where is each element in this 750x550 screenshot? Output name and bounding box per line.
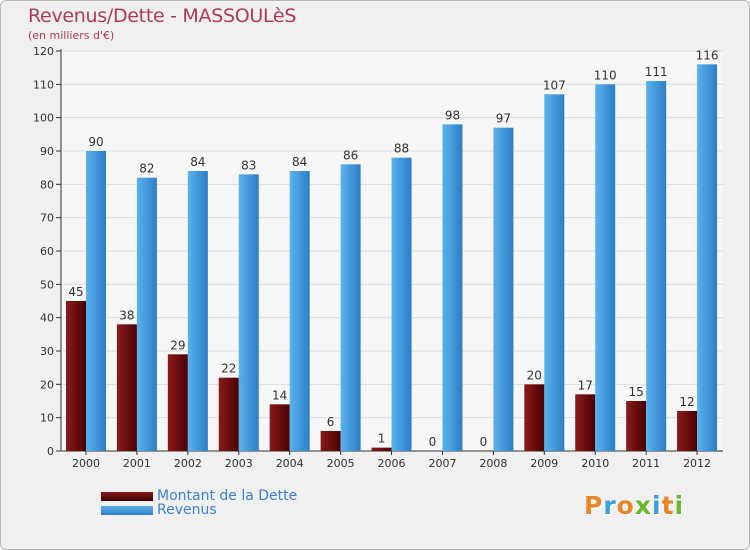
data-label-dette: 29 xyxy=(170,338,185,352)
data-label-revenus: 98 xyxy=(445,108,460,122)
bar-dette xyxy=(677,411,698,451)
y-tick-label: 80 xyxy=(40,178,54,191)
x-tick-label: 2007 xyxy=(428,457,456,470)
x-tick-label: 2008 xyxy=(479,457,507,470)
legend-label-revenus: Revenus xyxy=(157,502,217,518)
y-tick-label: 70 xyxy=(40,212,54,225)
bar-dette xyxy=(218,377,239,451)
x-tick-label: 2002 xyxy=(174,457,202,470)
data-label-dette: 17 xyxy=(578,378,593,392)
x-tick-label: 2011 xyxy=(632,457,660,470)
x-tick-label: 2001 xyxy=(123,457,151,470)
logo-letter: o xyxy=(616,491,635,520)
data-label-dette: 45 xyxy=(68,285,83,299)
legend-label-dette: Montant de la Dette xyxy=(157,488,298,504)
y-tick-label: 10 xyxy=(40,412,54,425)
data-label-revenus: 111 xyxy=(645,65,668,79)
chart-title: Revenus/Dette - MASSOULèS xyxy=(28,5,297,27)
y-tick-label: 120 xyxy=(33,45,54,58)
data-label-dette: 0 xyxy=(429,435,437,449)
logo-letter: i xyxy=(652,491,662,520)
bar-dette xyxy=(320,431,341,451)
x-tick-label: 2009 xyxy=(530,457,558,470)
legend-swatch-dette xyxy=(101,492,153,501)
y-tick-label: 0 xyxy=(47,445,54,458)
y-tick-label: 90 xyxy=(40,145,54,158)
x-tick-label: 2012 xyxy=(683,457,711,470)
bar-revenus xyxy=(238,174,259,452)
data-label-revenus: 110 xyxy=(594,68,617,82)
bar-revenus xyxy=(493,127,514,452)
bar-revenus xyxy=(187,171,208,451)
data-label-dette: 14 xyxy=(272,388,287,402)
bar-revenus xyxy=(544,94,565,451)
bar-dette xyxy=(116,324,137,451)
data-label-dette: 0 xyxy=(480,435,488,449)
data-label-revenus: 82 xyxy=(139,162,154,176)
y-tick-label: 60 xyxy=(40,245,54,258)
bar-dette xyxy=(371,447,392,451)
bar-revenus xyxy=(136,177,157,451)
proxiti-logo: Proxiti xyxy=(584,491,684,520)
bar-revenus xyxy=(340,164,361,452)
x-tick-label: 2006 xyxy=(378,457,406,470)
logo-letter: i xyxy=(674,491,685,520)
data-label-revenus: 83 xyxy=(241,158,256,172)
bar-revenus xyxy=(646,81,667,451)
y-tick-label: 20 xyxy=(40,378,54,391)
data-label-dette: 1 xyxy=(378,432,386,446)
bar-dette xyxy=(626,401,647,451)
data-label-revenus: 107 xyxy=(543,78,566,92)
bar-revenus xyxy=(289,171,310,451)
bar-dette xyxy=(524,384,545,451)
logo-letter: t xyxy=(661,491,675,520)
data-label-dette: 12 xyxy=(679,395,694,409)
data-label-dette: 15 xyxy=(629,385,644,399)
bar-dette xyxy=(575,394,596,451)
y-tick-label: 30 xyxy=(40,345,54,358)
x-tick-label: 2000 xyxy=(72,457,100,470)
logo-letter: x xyxy=(634,491,652,520)
data-label-dette: 20 xyxy=(527,368,542,382)
bar-dette xyxy=(269,404,290,451)
chart-subtitle: (en milliers d'€) xyxy=(28,29,115,42)
bar-revenus xyxy=(86,151,106,451)
bar-revenus xyxy=(595,84,616,451)
x-tick-label: 2003 xyxy=(225,457,253,470)
data-label-revenus: 88 xyxy=(394,142,409,156)
bar-revenus xyxy=(442,124,463,451)
data-label-revenus: 84 xyxy=(190,155,205,169)
x-tick-label: 2004 xyxy=(276,457,304,470)
logo-letter: P xyxy=(584,491,604,520)
bar-revenus xyxy=(391,157,412,451)
data-label-revenus: 116 xyxy=(696,48,719,62)
data-label-dette: 38 xyxy=(119,308,134,322)
data-label-dette: 22 xyxy=(221,362,236,376)
y-tick-label: 50 xyxy=(40,278,54,291)
data-label-dette: 6 xyxy=(327,415,335,429)
data-label-revenus: 84 xyxy=(292,155,307,169)
legend-swatch-revenus xyxy=(101,506,153,515)
y-tick-label: 100 xyxy=(33,112,54,125)
y-tick-label: 110 xyxy=(33,78,54,91)
data-label-revenus: 97 xyxy=(496,112,511,126)
logo-letter: r xyxy=(603,491,617,520)
y-tick-label: 40 xyxy=(40,312,54,325)
bar-dette xyxy=(167,354,188,451)
x-tick-label: 2005 xyxy=(327,457,355,470)
bar-revenus xyxy=(697,64,718,452)
data-label-revenus: 86 xyxy=(343,148,358,162)
bar-dette xyxy=(66,301,86,451)
x-tick-label: 2010 xyxy=(581,457,609,470)
data-label-revenus: 90 xyxy=(88,135,103,149)
